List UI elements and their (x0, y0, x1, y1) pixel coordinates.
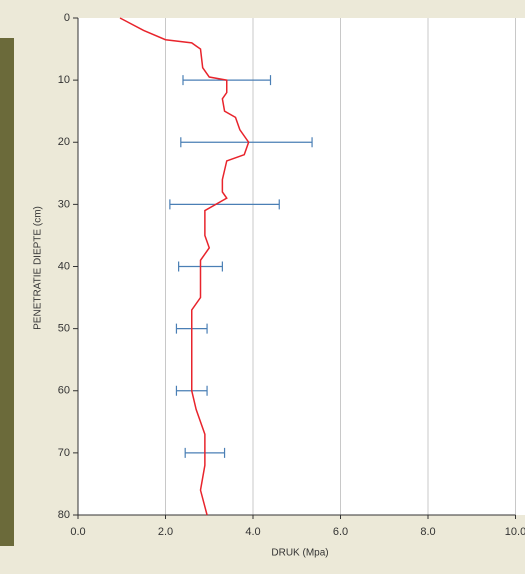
chart: DRUK (Mpa) PENETRATIE DIEPTE (cm) 0.0 2.0… (0, 0, 525, 569)
y-tick-label: 30 (58, 198, 70, 210)
y-tick-label: 0 (64, 12, 70, 24)
x-tick-label: 6.0 (333, 526, 348, 538)
y-tick-label: 10 (58, 74, 70, 86)
x-tick-label: 0.0 (70, 526, 85, 538)
y-tick-label: 80 (58, 509, 70, 521)
plot-area (78, 18, 525, 515)
x-tick-label: 8.0 (420, 526, 435, 538)
y-tick-label: 50 (58, 323, 70, 335)
y-tick-label: 20 (58, 136, 70, 148)
side-image (0, 38, 14, 546)
y-tick-label: 40 (58, 260, 70, 272)
x-tick-label: 4.0 (245, 526, 260, 538)
x-tick-label: 2.0 (158, 526, 173, 538)
y-tick-label: 60 (58, 385, 70, 397)
y-tick-label: 70 (58, 447, 70, 459)
x-axis-title: DRUK (Mpa) (271, 548, 328, 559)
x-tick-label: 10.0 (505, 526, 525, 538)
y-axis-title: PENETRATIE DIEPTE (cm) (33, 206, 44, 330)
